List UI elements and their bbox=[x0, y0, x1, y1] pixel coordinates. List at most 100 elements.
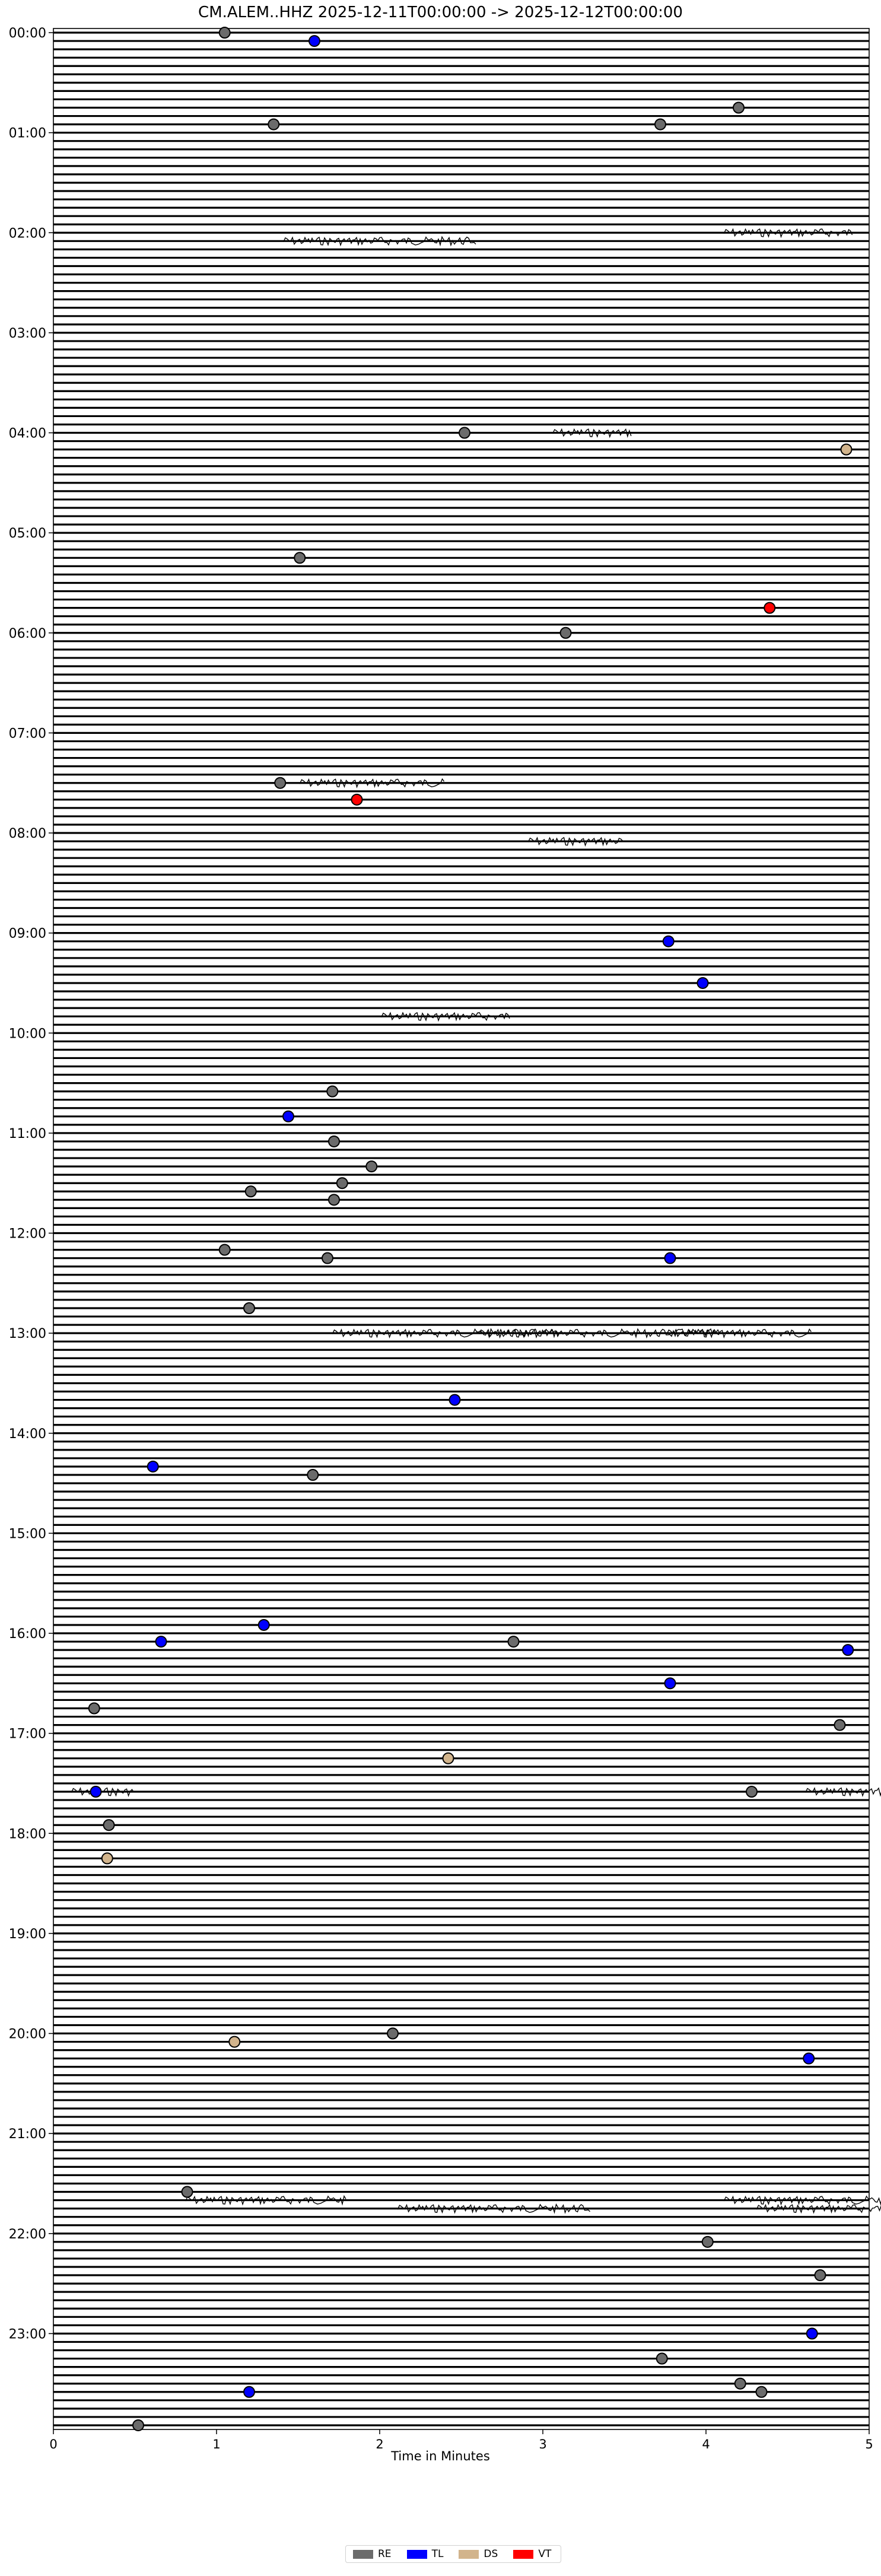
y-tick-label: 21:00 bbox=[9, 2127, 46, 2142]
noise-burst bbox=[721, 228, 853, 238]
y-tick-label: 03:00 bbox=[9, 326, 46, 341]
y-tick-label: 05:00 bbox=[9, 526, 46, 541]
y-tick-label: 19:00 bbox=[9, 1927, 46, 1942]
noise-burst bbox=[721, 2195, 881, 2206]
legend-label: RE bbox=[378, 2548, 392, 2560]
event-marker-tl bbox=[90, 1786, 102, 1798]
y-tick-label: 01:00 bbox=[9, 126, 46, 141]
x-tick-label: 2 bbox=[376, 2437, 383, 2451]
axes-frame-rect bbox=[53, 28, 870, 2430]
event-marker-tl bbox=[147, 1460, 159, 1473]
event-marker-re bbox=[326, 1085, 339, 1098]
event-marker-re bbox=[387, 2027, 399, 2040]
legend-label: VT bbox=[538, 2548, 552, 2560]
event-marker-vt bbox=[764, 602, 776, 614]
y-tick-label: 10:00 bbox=[9, 1026, 46, 1041]
event-marker-tl bbox=[243, 2386, 255, 2398]
seismic-traces bbox=[53, 31, 869, 2426]
event-marker-re bbox=[734, 2377, 746, 2390]
event-marker-re bbox=[243, 1302, 255, 1314]
legend-swatch bbox=[353, 2549, 373, 2559]
event-marker-vt bbox=[351, 793, 363, 806]
y-tick-label: 17:00 bbox=[9, 1727, 46, 1742]
noise-burst bbox=[281, 236, 476, 247]
noise-burst bbox=[526, 837, 624, 847]
y-tick-label: 14:00 bbox=[9, 1427, 46, 1442]
noise-burst bbox=[754, 2203, 881, 2214]
event-marker-re bbox=[268, 118, 280, 131]
y-tick-label: 02:00 bbox=[9, 226, 46, 241]
y-tick-label: 09:00 bbox=[9, 927, 46, 942]
event-marker-re bbox=[746, 1786, 758, 1798]
noise-burst bbox=[395, 2203, 590, 2214]
event-marker-tl bbox=[696, 977, 709, 989]
event-marker-tl bbox=[664, 1252, 676, 1264]
event-marker-re bbox=[88, 1702, 100, 1715]
event-marker-re bbox=[328, 1194, 340, 1206]
noise-burst bbox=[803, 1787, 881, 1798]
axes-frame bbox=[53, 28, 870, 2430]
event-marker-re bbox=[322, 1252, 333, 1264]
event-marker-tl bbox=[155, 1636, 167, 1648]
y-axis-ticks: 00:00 01:00 02:00 03:00 04:00 05:00 06:00 07:00… bbox=[9, 26, 53, 2342]
legend-swatch bbox=[406, 2549, 427, 2559]
event-marker-re bbox=[654, 118, 666, 131]
event-marker-re bbox=[103, 1819, 115, 1831]
y-tick-label: 11:00 bbox=[9, 1127, 46, 1141]
event-marker-re bbox=[559, 626, 572, 639]
noise-burst bbox=[183, 2195, 346, 2206]
y-tick-label: 15:00 bbox=[9, 1526, 46, 1541]
event-marker-tl bbox=[842, 1644, 854, 1656]
event-marker-re bbox=[365, 1160, 378, 1173]
event-marker-ds bbox=[442, 1752, 454, 1764]
x-axis-ticks: 0 1 2 3 4 5 bbox=[49, 2429, 873, 2451]
noise-burst bbox=[330, 1328, 559, 1339]
event-marker-tl bbox=[664, 1677, 676, 1690]
legend-swatch bbox=[459, 2549, 479, 2559]
legend-label: TL bbox=[431, 2548, 444, 2560]
legend-item-ds: DS bbox=[459, 2548, 498, 2560]
noise-bursts bbox=[69, 228, 881, 2214]
event-marker-tl bbox=[449, 1394, 461, 1406]
event-marker-re bbox=[244, 1185, 257, 1198]
y-tick-label: 04:00 bbox=[9, 427, 46, 441]
event-marker-re bbox=[218, 1244, 231, 1256]
event-markers bbox=[88, 27, 854, 2431]
legend-item-vt: VT bbox=[513, 2548, 551, 2560]
event-marker-re bbox=[733, 101, 745, 114]
y-tick-label: 07:00 bbox=[9, 726, 46, 741]
x-tick-label: 0 bbox=[49, 2437, 57, 2451]
y-tick-label: 08:00 bbox=[9, 826, 46, 841]
x-tick-label: 4 bbox=[702, 2437, 710, 2451]
event-marker-re bbox=[814, 2269, 826, 2282]
x-tick-label: 5 bbox=[865, 2437, 873, 2451]
event-marker-tl bbox=[282, 1110, 294, 1122]
y-tick-label: 18:00 bbox=[9, 1827, 46, 1842]
y-tick-label: 13:00 bbox=[9, 1327, 46, 1341]
y-tick-label: 23:00 bbox=[9, 2327, 46, 2342]
legend-item-re: RE bbox=[353, 2548, 392, 2560]
event-marker-re bbox=[132, 2419, 144, 2431]
x-tick-label: 3 bbox=[539, 2437, 546, 2451]
event-marker-re bbox=[656, 2352, 668, 2365]
event-marker-re bbox=[181, 2186, 193, 2198]
event-marker-re bbox=[274, 777, 287, 789]
event-marker-tl bbox=[806, 2327, 818, 2340]
legend-swatch bbox=[513, 2549, 534, 2559]
noise-burst bbox=[664, 1328, 812, 1339]
legend: RE TL DS VT bbox=[345, 2545, 562, 2563]
event-marker-re bbox=[507, 1636, 520, 1648]
event-marker-tl bbox=[308, 35, 320, 47]
event-marker-ds bbox=[101, 1852, 113, 1865]
y-tick-label: 20:00 bbox=[9, 2027, 46, 2042]
y-tick-label: 22:00 bbox=[9, 2227, 46, 2242]
y-tick-label: 16:00 bbox=[9, 1627, 46, 1642]
event-marker-ds bbox=[840, 443, 853, 456]
event-marker-re bbox=[294, 552, 306, 564]
y-tick-label: 06:00 bbox=[9, 626, 46, 641]
event-marker-tl bbox=[257, 1618, 270, 1631]
event-marker-re bbox=[336, 1177, 348, 1190]
noise-burst bbox=[551, 428, 632, 438]
